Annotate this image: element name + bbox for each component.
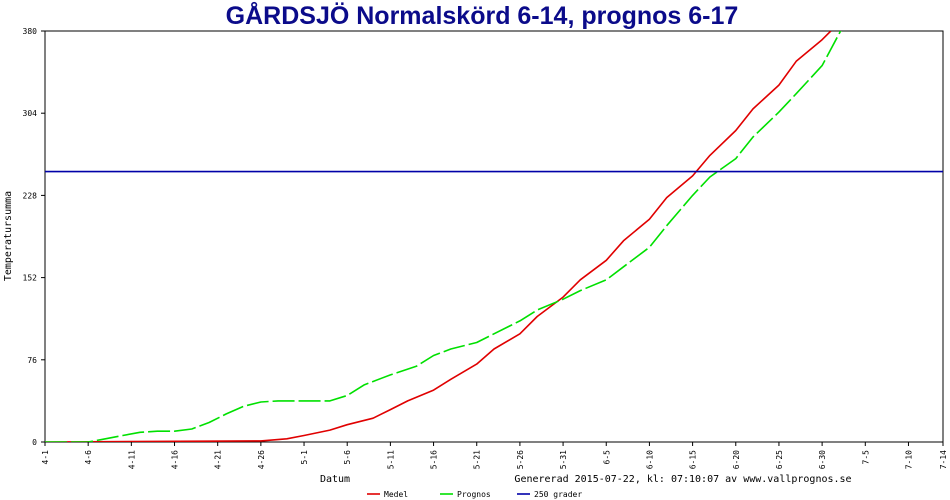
series-line-medel: [45, 31, 832, 442]
x-tick-label: 7-5: [861, 450, 870, 465]
x-tick-label: 7-14: [939, 450, 948, 469]
x-axis-label: Datum: [320, 474, 350, 485]
x-tick-label: 4-26: [257, 450, 266, 469]
y-tick-label: 304: [23, 109, 38, 118]
x-tick-label: 5-16: [430, 450, 439, 469]
x-tick-label: 6-5: [602, 450, 611, 465]
x-tick-label: 5-11: [386, 450, 395, 469]
x-tick-label: 6-15: [689, 450, 698, 469]
x-tick-label: 5-21: [473, 450, 482, 469]
x-tick-label: 4-11: [127, 450, 136, 469]
plot-area: 0 76 152 228 304 380 4-1 4-6 4-11 4-16 4-21 4-26 5-…: [23, 27, 948, 469]
legend: Medel Prognos 250 grader: [367, 490, 582, 499]
y-axis-label: Temperatursumma: [3, 191, 14, 281]
footer-generated: Genererad 2015-07-22, kl: 07:10:07 av ww…: [514, 474, 851, 485]
legend-label: 250 grader: [534, 490, 582, 499]
x-tick-label: 5-31: [559, 450, 568, 469]
x-tick-label: 4-21: [214, 450, 223, 469]
y-tick-label: 152: [23, 274, 38, 283]
y-axis: 0 76 152 228 304 380: [23, 27, 45, 447]
x-tick-label: 6-10: [645, 450, 654, 469]
chart-title: GÅRDSJÖ Normalskörd 6-14, prognos 6-17: [226, 1, 739, 30]
x-tick-label: 6-25: [775, 450, 784, 469]
y-tick-label: 380: [23, 27, 38, 36]
y-tick-label: 76: [27, 356, 37, 365]
x-tick-label: 5-1: [300, 450, 309, 465]
legend-label: Medel: [384, 490, 408, 499]
x-tick-label: 6-20: [732, 450, 741, 469]
series-line-prognos: [45, 31, 842, 442]
series-layer: [45, 31, 943, 442]
legend-label: Prognos: [457, 490, 491, 499]
x-tick-label: 7-10: [904, 450, 913, 469]
x-tick-label: 5-26: [516, 450, 525, 469]
plot-frame: [44, 30, 944, 443]
x-axis: 4-1 4-6 4-11 4-16 4-21 4-26 5-1 5-6 5-11 5-16 5-21…: [41, 442, 948, 469]
x-tick-label: 5-6: [343, 450, 352, 465]
y-tick-label: 228: [23, 191, 38, 200]
x-tick-label: 6-30: [818, 450, 827, 469]
x-tick-label: 4-16: [171, 450, 180, 469]
x-tick-label: 4-1: [41, 450, 50, 465]
x-tick-label: 4-6: [84, 450, 93, 465]
y-tick-label: 0: [32, 438, 37, 447]
